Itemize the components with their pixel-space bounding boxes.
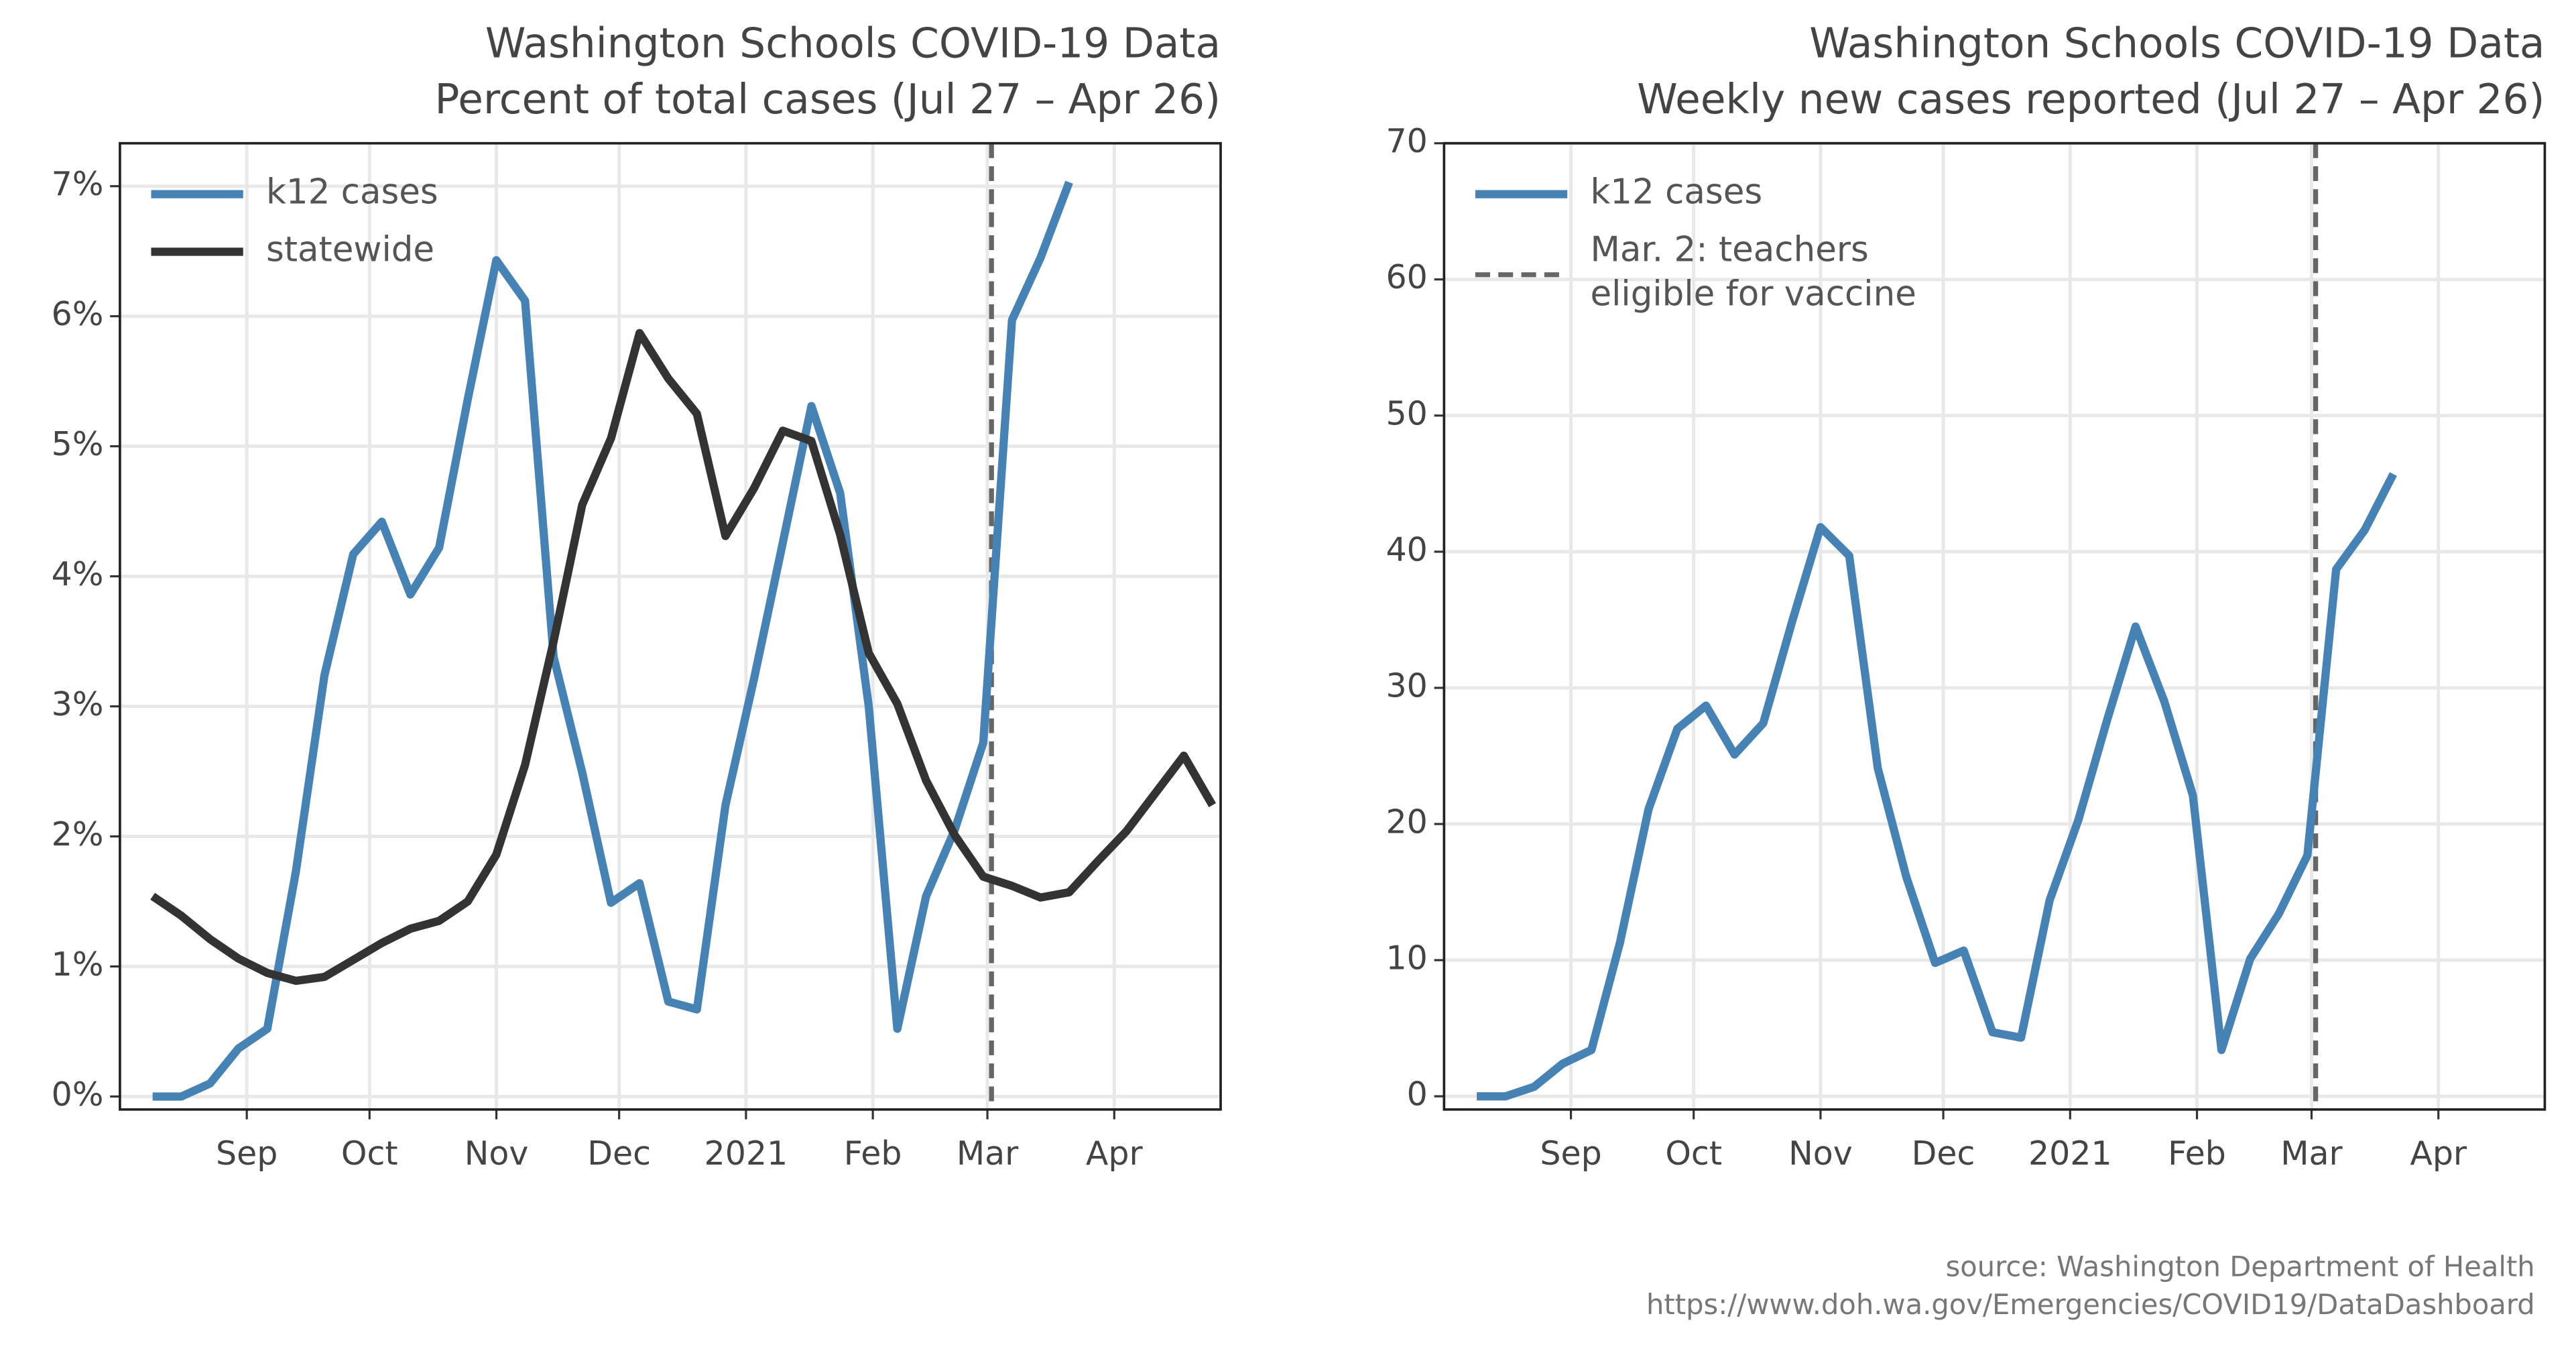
y-tick-label: 5% xyxy=(52,425,104,463)
chart-subtitle: Weekly new cases reported (Jul 27 – Apr … xyxy=(1637,76,2544,123)
y-tick-label: 0 xyxy=(1407,1075,1428,1114)
y-tick-label: 20 xyxy=(1386,803,1427,841)
y-tick-label: 10 xyxy=(1386,939,1427,978)
y-tick-label: 40 xyxy=(1386,530,1427,569)
x-tick-label: Nov xyxy=(465,1134,529,1173)
y-tick-label: 7% xyxy=(52,165,104,203)
x-tick-label: Mar xyxy=(2280,1134,2343,1173)
x-tick-label: Sep xyxy=(216,1134,278,1173)
y-tick-label: 60 xyxy=(1386,258,1427,296)
legend-label: k12 cases xyxy=(266,172,438,213)
source-url: https://www.doh.wa.gov/Emergencies/COVID… xyxy=(1646,1288,2535,1321)
y-tick-label: 2% xyxy=(52,815,104,854)
y-tick-label: 70 xyxy=(1386,122,1427,160)
plot-frame xyxy=(1443,141,2547,1111)
y-tick-label: 0% xyxy=(52,1075,104,1114)
x-tick-label: 2021 xyxy=(2028,1134,2112,1173)
data-line xyxy=(152,180,1073,1101)
x-tick-label: Mar xyxy=(957,1134,1019,1173)
y-tick-label: 50 xyxy=(1386,394,1427,432)
x-tick-label: Dec xyxy=(1912,1134,1975,1173)
x-tick-label: Apr xyxy=(1086,1134,1144,1173)
legend-label: k12 cases xyxy=(1590,172,1762,213)
legend-label: eligible for vaccine xyxy=(1590,274,1916,314)
legend-label: statewide xyxy=(266,229,434,270)
x-tick-label: Oct xyxy=(1665,1134,1722,1173)
data-line xyxy=(150,329,1217,986)
x-tick-label: Oct xyxy=(341,1134,398,1173)
plot-frame xyxy=(119,141,1222,1111)
y-tick-label: 6% xyxy=(52,295,104,333)
x-tick-label: Nov xyxy=(1788,1134,1853,1173)
x-tick-label: Feb xyxy=(2168,1134,2226,1173)
source-text: source: Washington Department of Health xyxy=(1946,1250,2535,1283)
chart-subtitle: Percent of total cases (Jul 27 – Apr 26) xyxy=(435,76,1221,123)
y-tick-label: 3% xyxy=(52,685,104,723)
x-tick-label: Sep xyxy=(1540,1134,1601,1173)
x-tick-label: Dec xyxy=(587,1134,651,1173)
y-tick-label: 4% xyxy=(52,555,104,593)
legend-label: Mar. 2: teachers xyxy=(1590,229,1868,270)
x-tick-label: Apr xyxy=(2410,1134,2467,1173)
y-tick-label: 30 xyxy=(1386,666,1427,705)
chart-title: Washington Schools COVID-19 Data xyxy=(485,20,1221,68)
x-tick-label: 2021 xyxy=(704,1134,788,1173)
chart-title: Washington Schools COVID-19 Data xyxy=(1809,20,2544,68)
data-line xyxy=(1477,472,2397,1101)
y-tick-label: 1% xyxy=(52,945,104,984)
x-tick-label: Feb xyxy=(844,1134,902,1173)
